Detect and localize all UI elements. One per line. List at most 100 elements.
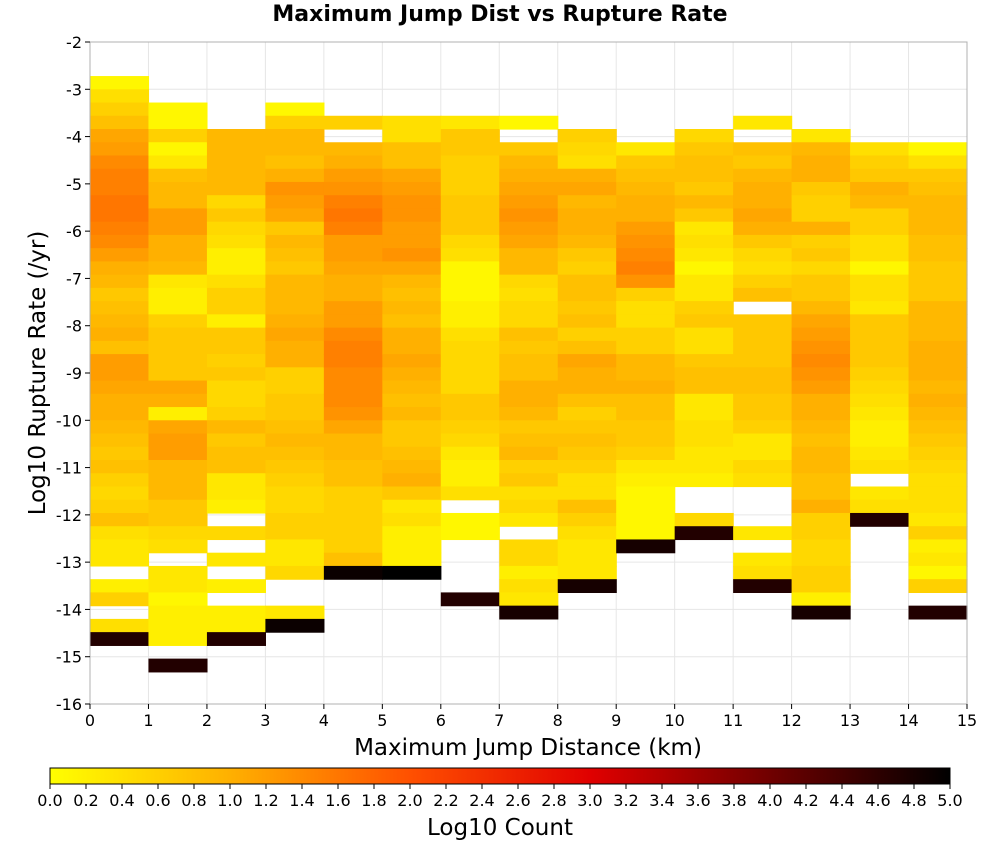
heatmap-cell <box>90 499 150 514</box>
heatmap-cell <box>674 234 734 249</box>
heatmap-cell <box>499 195 559 210</box>
heatmap-cell <box>90 248 150 263</box>
heatmap-cell <box>382 393 442 408</box>
heatmap-cell <box>382 234 442 249</box>
heatmap-cell <box>265 380 325 395</box>
heatmap-cell <box>90 367 150 382</box>
colorbar-tick-label: 0.2 <box>73 791 98 810</box>
heatmap-cell <box>148 195 208 210</box>
heatmap-cell <box>850 314 910 329</box>
heatmap-cell <box>440 526 500 541</box>
y-tick-label: -8 <box>66 317 82 336</box>
heatmap-cell <box>791 208 851 223</box>
colorbar-tick-label: 1.2 <box>253 791 278 810</box>
heatmap-cell <box>908 512 968 527</box>
heatmap-cell <box>323 234 383 249</box>
heatmap-cell <box>206 499 266 514</box>
heatmap-cell <box>733 115 793 130</box>
heatmap-cell <box>90 460 150 474</box>
y-tick-label: -13 <box>56 553 82 572</box>
heatmap-cell <box>382 142 442 157</box>
heatmap-cell <box>206 605 266 620</box>
heatmap-cell <box>850 261 910 276</box>
heatmap-cell <box>323 473 383 488</box>
heatmap-cell <box>382 327 442 342</box>
heatmap-cell <box>850 155 910 170</box>
heatmap-cell <box>791 605 851 620</box>
heatmap-cell <box>382 407 442 421</box>
heatmap-cell <box>850 208 910 223</box>
heatmap-cell <box>499 181 559 196</box>
heatmap-cell <box>616 512 676 527</box>
y-tick-label: -2 <box>66 33 82 52</box>
heatmap-cell <box>148 579 208 594</box>
heatmap-cell <box>616 234 676 249</box>
heatmap-cell <box>148 407 208 421</box>
heatmap-cell <box>733 460 793 474</box>
heatmap-cell <box>382 195 442 210</box>
heatmap-cell <box>908 407 968 421</box>
heatmap-cell <box>908 539 968 554</box>
heatmap-cell <box>323 486 383 501</box>
heatmap-cell <box>206 407 266 421</box>
heatmap-cell <box>265 221 325 236</box>
heatmap-cell <box>499 142 559 157</box>
heatmap-cell <box>733 446 793 461</box>
heatmap-cell <box>850 512 910 527</box>
heatmap-cell <box>733 234 793 249</box>
chart-title: Maximum Jump Dist vs Rupture Rate <box>272 2 728 27</box>
colorbar-tick-label: 4.6 <box>865 791 890 810</box>
heatmap-cell <box>850 327 910 342</box>
heatmap-cell <box>908 393 968 408</box>
heatmap-cell <box>850 274 910 289</box>
heatmap-cell <box>206 129 266 143</box>
heatmap-cell <box>674 248 734 263</box>
heatmap-cell <box>382 287 442 302</box>
heatmap-cell <box>499 579 559 594</box>
heatmap-cell <box>791 460 851 474</box>
heatmap-cell <box>499 248 559 263</box>
heatmap-cell <box>265 565 325 580</box>
heatmap-cell <box>674 274 734 289</box>
heatmap-cell <box>674 526 734 541</box>
heatmap-cell <box>323 301 383 315</box>
heatmap-cell <box>148 565 208 580</box>
heatmap-cell <box>382 539 442 554</box>
heatmap-cell <box>908 314 968 329</box>
heatmap-cell <box>499 499 559 514</box>
heatmap-cell <box>382 512 442 527</box>
heatmap-cell <box>908 486 968 501</box>
heatmap-cell <box>440 473 500 488</box>
heatmap-cell <box>265 195 325 210</box>
heatmap-cell <box>323 460 383 474</box>
colorbar-ticks: 0.0 0.2 0.4 0.6 0.8 1.0 1.2 1.4 1.6 1.8 2.0 2.2 2.4 2… <box>37 784 963 810</box>
heatmap-cell <box>206 526 266 541</box>
heatmap-cell <box>148 115 208 130</box>
heatmap-cell <box>557 340 617 355</box>
heatmap-cell <box>148 221 208 236</box>
heatmap-cell <box>323 526 383 541</box>
heatmap-cell <box>674 460 734 474</box>
heatmap-cell <box>206 367 266 382</box>
heatmap-cell <box>382 565 442 580</box>
heatmap-cell <box>908 499 968 514</box>
heatmap-cell <box>148 181 208 196</box>
heatmap-cell <box>90 168 150 183</box>
heatmap-cell <box>206 287 266 302</box>
colorbar-tick-label: 4.0 <box>757 791 782 810</box>
heatmap-cell <box>323 168 383 183</box>
heatmap-cell <box>850 393 910 408</box>
heatmap-cell <box>382 221 442 236</box>
heatmap-cell <box>323 314 383 329</box>
heatmap-cell <box>440 420 500 435</box>
heatmap-cell <box>265 499 325 514</box>
heatmap-cell <box>440 221 500 236</box>
heatmap-cell <box>908 195 968 210</box>
heatmap-cell <box>323 407 383 421</box>
heatmap-cell <box>90 420 150 435</box>
heatmap-cell <box>908 605 968 620</box>
heatmap-cell <box>382 208 442 223</box>
heatmap-cell <box>908 287 968 302</box>
heatmap-cell <box>90 486 150 501</box>
heatmap-cell <box>265 460 325 474</box>
